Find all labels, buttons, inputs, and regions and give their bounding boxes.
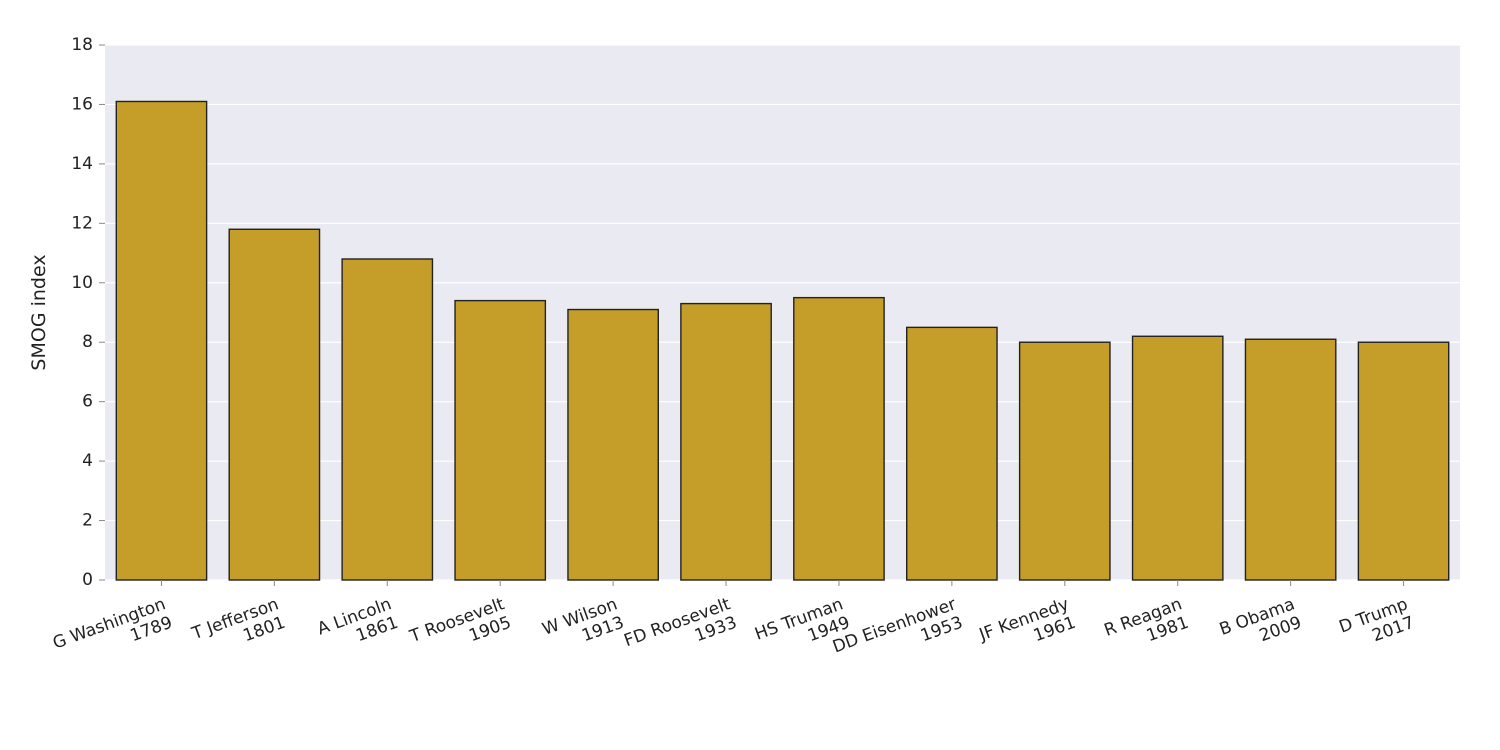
bar bbox=[568, 310, 658, 580]
y-tick-label: 8 bbox=[82, 332, 93, 352]
y-tick-label: 0 bbox=[82, 570, 93, 590]
y-tick-label: 6 bbox=[82, 392, 93, 412]
y-tick-label: 16 bbox=[71, 94, 93, 114]
smog-index-bar-chart: 024681012141618SMOG indexG Washington178… bbox=[0, 0, 1500, 750]
y-tick-label: 18 bbox=[71, 35, 93, 55]
chart-svg: 024681012141618SMOG indexG Washington178… bbox=[0, 0, 1500, 750]
bar bbox=[1133, 336, 1223, 580]
bar bbox=[229, 229, 319, 580]
y-tick-label: 12 bbox=[71, 213, 93, 233]
y-tick-label: 14 bbox=[71, 154, 93, 174]
bar bbox=[342, 259, 432, 580]
y-tick-label: 4 bbox=[82, 451, 93, 471]
y-tick-label: 10 bbox=[71, 273, 93, 293]
bar bbox=[794, 298, 884, 580]
bar bbox=[455, 301, 545, 580]
y-axis-label: SMOG index bbox=[28, 254, 50, 370]
bar bbox=[1020, 342, 1110, 580]
bar bbox=[116, 101, 206, 580]
bar bbox=[681, 304, 771, 580]
y-tick-label: 2 bbox=[82, 511, 93, 531]
bar bbox=[907, 327, 997, 580]
bar bbox=[1358, 342, 1448, 580]
bar bbox=[1245, 339, 1335, 580]
